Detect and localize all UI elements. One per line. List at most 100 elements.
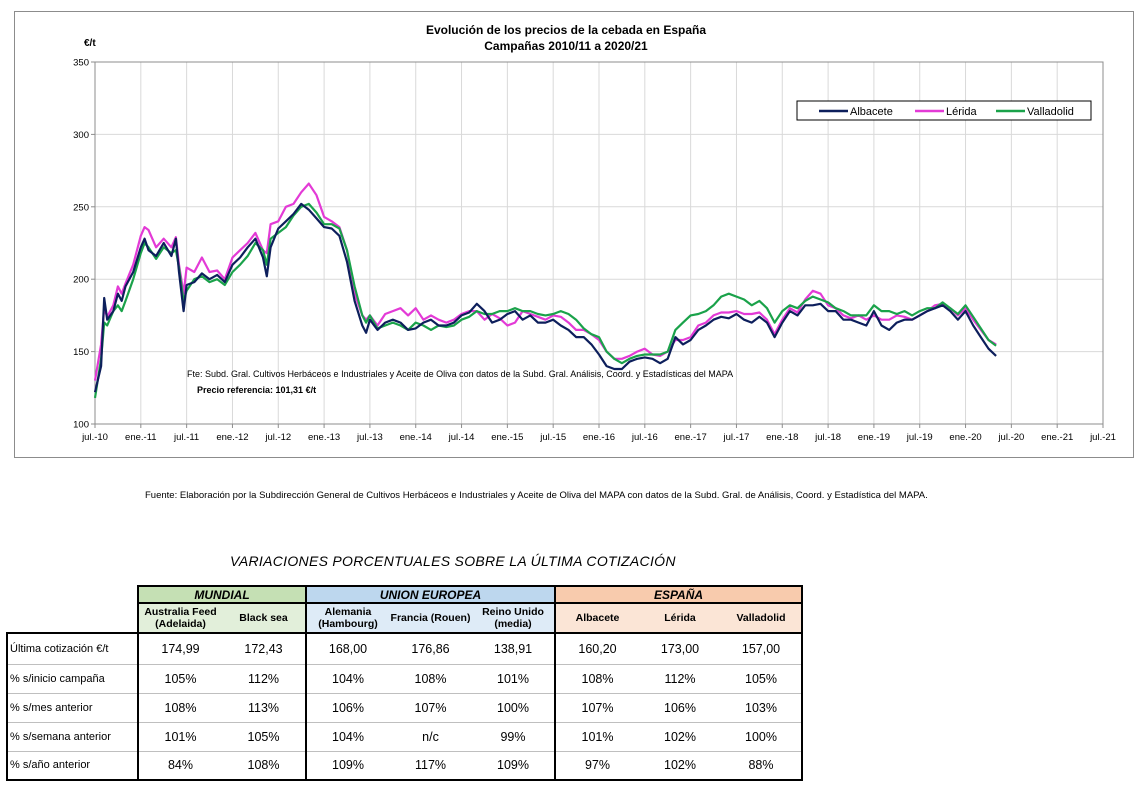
x-tick-label: jul.-19 <box>906 432 933 443</box>
group-espana: ESPAÑA <box>554 585 803 604</box>
x-tick-label: jul.-16 <box>631 432 658 443</box>
table-cell: 107% <box>389 693 472 723</box>
column-header: Black sea <box>222 603 307 633</box>
column-header: Alemania (Hambourg) <box>305 603 389 633</box>
empty-corner <box>7 603 138 633</box>
legend: Albacete Lérida Valladolid <box>796 100 1092 121</box>
row-label: % s/inicio campaña <box>6 664 138 694</box>
table-cell: 108% <box>389 664 472 694</box>
table-cell: 106% <box>305 693 389 723</box>
column-header: Valladolid <box>721 603 803 633</box>
table-cell: 112% <box>222 664 307 694</box>
table-cell: 117% <box>389 751 472 781</box>
table-cell: 108% <box>137 693 222 723</box>
table-cell: 105% <box>721 664 803 694</box>
reference-price-annotation: Precio referencia: 101,31 €/t <box>197 385 316 395</box>
variations-title: VARIACIONES PORCENTUALES SOBRE LA ÚLTIMA… <box>230 553 676 569</box>
axis-layer: 100 150 200 250 300 350 jul.-10 ene.-11 jul.-11 e… <box>73 58 1116 444</box>
table-cell: 138,91 <box>472 632 556 665</box>
x-tick-label: jul.-13 <box>356 432 383 443</box>
column-header-row: Australia Feed (Adelaida) Black sea Alem… <box>7 603 803 633</box>
table-cell: 88% <box>721 751 803 781</box>
y-tick-label: 350 <box>73 58 89 69</box>
empty-corner <box>7 586 138 603</box>
x-tick-label: jul.-11 <box>173 432 199 443</box>
table-cell: 99% <box>472 722 556 752</box>
table-cell: 104% <box>305 664 389 694</box>
table-cell: 173,00 <box>639 632 721 665</box>
chart-frame: 100 150 200 250 300 350 jul.-10 ene.-11 jul.-11 e… <box>14 11 1134 458</box>
x-tick-label: jul.-10 <box>81 432 108 443</box>
table-cell: 101% <box>472 664 556 694</box>
series-layer <box>93 182 997 399</box>
price-chart: 100 150 200 250 300 350 jul.-10 ene.-11 jul.-11 e… <box>73 23 1116 444</box>
x-tick-label: jul.-21 <box>1089 432 1116 443</box>
column-header: Australia Feed (Adelaida) <box>137 603 222 633</box>
x-tick-label: jul.-14 <box>448 432 475 443</box>
x-tick-label: jul.-18 <box>814 432 841 443</box>
legend-label-valladolid: Valladolid <box>1027 106 1074 118</box>
y-tick-label: 100 <box>73 420 89 431</box>
table-cell: 101% <box>554 722 639 752</box>
table-cell: 113% <box>222 693 307 723</box>
chart-subtitle: Campañas 2010/11 a 2020/21 <box>484 39 648 53</box>
x-tick-label: ene.-13 <box>308 432 340 443</box>
y-tick-label: 150 <box>73 347 89 358</box>
y-tick-label: 250 <box>73 202 89 213</box>
x-tick-label: ene.-14 <box>400 432 432 443</box>
x-tick-label: ene.-20 <box>949 432 981 443</box>
x-tick-label: ene.-15 <box>491 432 523 443</box>
table-cell: 108% <box>222 751 307 781</box>
table-cell: 160,20 <box>554 632 639 665</box>
series-line-valladolid <box>93 202 997 399</box>
table-row: % s/mes anterior 108% 113% 106% 107% 100% 107%… <box>6 693 803 723</box>
row-label: Última cotización €/t <box>6 632 138 665</box>
column-header: Reino Unido (media) <box>472 603 556 633</box>
table-cell: 168,00 <box>305 632 389 665</box>
series-line-albacete <box>93 202 997 393</box>
group-ue: UNION EUROPEA <box>305 585 556 604</box>
x-tick-label: jul.-17 <box>723 432 750 443</box>
y-tick-label: 300 <box>73 130 89 141</box>
x-tick-label: ene.-17 <box>675 432 707 443</box>
table-cell: 112% <box>639 664 721 694</box>
table-row: % s/semana anterior 101% 105% 104% n/c 99% 101… <box>6 722 803 752</box>
table-cell: 103% <box>721 693 803 723</box>
x-tick-label: ene.-12 <box>216 432 248 443</box>
table-cell: 157,00 <box>721 632 803 665</box>
chart-title: Evolución de los precios de la cebada en… <box>426 23 706 37</box>
table-cell: 109% <box>472 751 556 781</box>
table-cell: 106% <box>639 693 721 723</box>
variations-table: MUNDIAL UNION EUROPEA ESPAÑA Australia F… <box>6 585 803 781</box>
column-header: Lérida <box>639 603 721 633</box>
source-note: Fuente: Elaboración por la Subdirección … <box>145 490 928 501</box>
group-header-row: MUNDIAL UNION EUROPEA ESPAÑA <box>7 585 803 604</box>
table-row: % s/inicio campaña 105% 112% 104% 108% 101% 10… <box>6 664 803 694</box>
table-cell: 172,43 <box>222 632 307 665</box>
table-row: Última cotización €/t 174,99 172,43 168,00 1… <box>6 632 803 665</box>
table-cell: 108% <box>554 664 639 694</box>
table-cell: 102% <box>639 722 721 752</box>
series-line-lrida <box>93 182 997 381</box>
x-tick-label: ene.-16 <box>583 432 615 443</box>
x-tick-label: jul.-12 <box>264 432 291 443</box>
table-cell: 105% <box>137 664 222 694</box>
x-tick-label: ene.-21 <box>1041 432 1073 443</box>
source-annotation: Fte: Subd. Gral. Cultivos Herbáceos e In… <box>187 369 733 379</box>
table-cell: 105% <box>222 722 307 752</box>
table-cell: 84% <box>137 751 222 781</box>
table-cell: 102% <box>639 751 721 781</box>
x-tick-label: jul.-15 <box>539 432 566 443</box>
row-label: % s/semana anterior <box>6 722 138 752</box>
table-cell: 176,86 <box>389 632 472 665</box>
table-cell: 107% <box>554 693 639 723</box>
row-label: % s/año anterior <box>6 751 138 781</box>
table-cell: 104% <box>305 722 389 752</box>
legend-label-albacete: Albacete <box>850 106 893 118</box>
table-cell: n/c <box>389 722 472 752</box>
table-cell: 97% <box>554 751 639 781</box>
table-cell: 100% <box>721 722 803 752</box>
table-cell: 174,99 <box>137 632 222 665</box>
table-cell: 109% <box>305 751 389 781</box>
column-header: Albacete <box>554 603 639 633</box>
